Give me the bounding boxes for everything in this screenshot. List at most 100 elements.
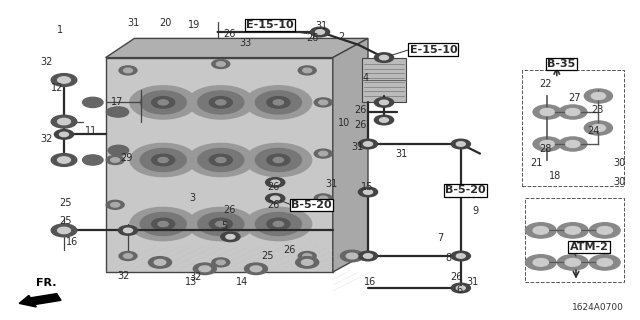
Circle shape <box>374 98 394 107</box>
Circle shape <box>152 218 175 230</box>
Circle shape <box>148 257 172 268</box>
Circle shape <box>60 132 68 137</box>
Text: 29: 29 <box>120 153 133 164</box>
Polygon shape <box>333 38 368 272</box>
Circle shape <box>111 110 120 114</box>
Circle shape <box>140 91 186 114</box>
Circle shape <box>314 194 332 203</box>
Circle shape <box>198 148 244 172</box>
Circle shape <box>314 98 332 107</box>
Circle shape <box>158 157 168 163</box>
Circle shape <box>106 108 124 116</box>
Circle shape <box>198 212 244 236</box>
Circle shape <box>152 154 175 166</box>
Circle shape <box>188 143 254 177</box>
Text: 8: 8 <box>445 252 451 263</box>
Text: 9: 9 <box>472 206 479 216</box>
Text: 7: 7 <box>437 233 444 244</box>
Text: 26: 26 <box>268 182 280 192</box>
Circle shape <box>108 107 129 117</box>
Circle shape <box>51 74 77 86</box>
Circle shape <box>298 66 316 75</box>
Circle shape <box>559 105 587 119</box>
Circle shape <box>106 156 124 164</box>
Polygon shape <box>362 58 406 102</box>
Circle shape <box>533 259 548 266</box>
Text: 16: 16 <box>364 276 376 287</box>
Circle shape <box>124 254 132 258</box>
Circle shape <box>212 258 230 267</box>
Circle shape <box>267 97 290 108</box>
Circle shape <box>267 154 290 166</box>
Circle shape <box>198 91 244 114</box>
Circle shape <box>273 221 284 227</box>
Circle shape <box>303 68 312 73</box>
Circle shape <box>212 60 230 68</box>
Circle shape <box>533 227 548 234</box>
Polygon shape <box>106 38 368 58</box>
Text: 17: 17 <box>111 97 124 108</box>
Circle shape <box>250 266 262 272</box>
FancyArrow shape <box>19 294 61 307</box>
Circle shape <box>540 140 554 148</box>
Circle shape <box>340 250 364 262</box>
Circle shape <box>314 149 332 158</box>
Circle shape <box>533 105 561 119</box>
Circle shape <box>54 226 74 235</box>
Circle shape <box>106 200 124 209</box>
Text: 31: 31 <box>127 18 140 28</box>
Text: 32: 32 <box>40 134 53 144</box>
Circle shape <box>358 139 378 149</box>
Text: 25: 25 <box>60 198 72 208</box>
Circle shape <box>255 212 301 236</box>
Circle shape <box>58 118 70 125</box>
Circle shape <box>266 194 285 203</box>
Text: ATM-2: ATM-2 <box>570 242 609 252</box>
Text: 31: 31 <box>325 179 338 189</box>
Circle shape <box>209 97 232 108</box>
Text: 21: 21 <box>530 158 543 168</box>
Text: 26: 26 <box>450 272 463 282</box>
Circle shape <box>58 157 70 163</box>
Circle shape <box>209 218 232 230</box>
Circle shape <box>58 77 70 83</box>
Text: 30: 30 <box>613 158 626 168</box>
Circle shape <box>456 286 465 290</box>
Circle shape <box>316 30 324 34</box>
Circle shape <box>199 266 211 272</box>
Text: 26: 26 <box>223 28 236 39</box>
Circle shape <box>51 115 77 128</box>
Circle shape <box>456 254 465 258</box>
Circle shape <box>566 140 580 148</box>
Circle shape <box>451 139 470 149</box>
Circle shape <box>559 137 587 151</box>
Circle shape <box>597 259 612 266</box>
Circle shape <box>118 226 138 235</box>
Circle shape <box>319 151 328 156</box>
Circle shape <box>301 260 313 265</box>
Circle shape <box>216 100 226 105</box>
Circle shape <box>216 62 225 66</box>
Circle shape <box>130 143 196 177</box>
Circle shape <box>380 118 388 122</box>
Circle shape <box>591 92 605 100</box>
Circle shape <box>565 227 580 234</box>
Text: 25: 25 <box>60 216 72 226</box>
Circle shape <box>124 68 132 73</box>
Circle shape <box>119 66 137 75</box>
Circle shape <box>152 97 175 108</box>
Text: 14: 14 <box>236 276 248 287</box>
Circle shape <box>216 260 225 265</box>
Circle shape <box>273 100 284 105</box>
Circle shape <box>565 259 580 266</box>
Text: E-15-10: E-15-10 <box>246 20 294 30</box>
Circle shape <box>364 142 372 146</box>
Text: 26: 26 <box>306 33 319 43</box>
Text: 11: 11 <box>85 126 98 136</box>
Text: 5: 5 <box>221 220 227 231</box>
Circle shape <box>589 255 620 270</box>
Circle shape <box>584 89 612 103</box>
Circle shape <box>566 108 580 116</box>
Circle shape <box>140 148 186 172</box>
Text: 10: 10 <box>338 118 351 128</box>
